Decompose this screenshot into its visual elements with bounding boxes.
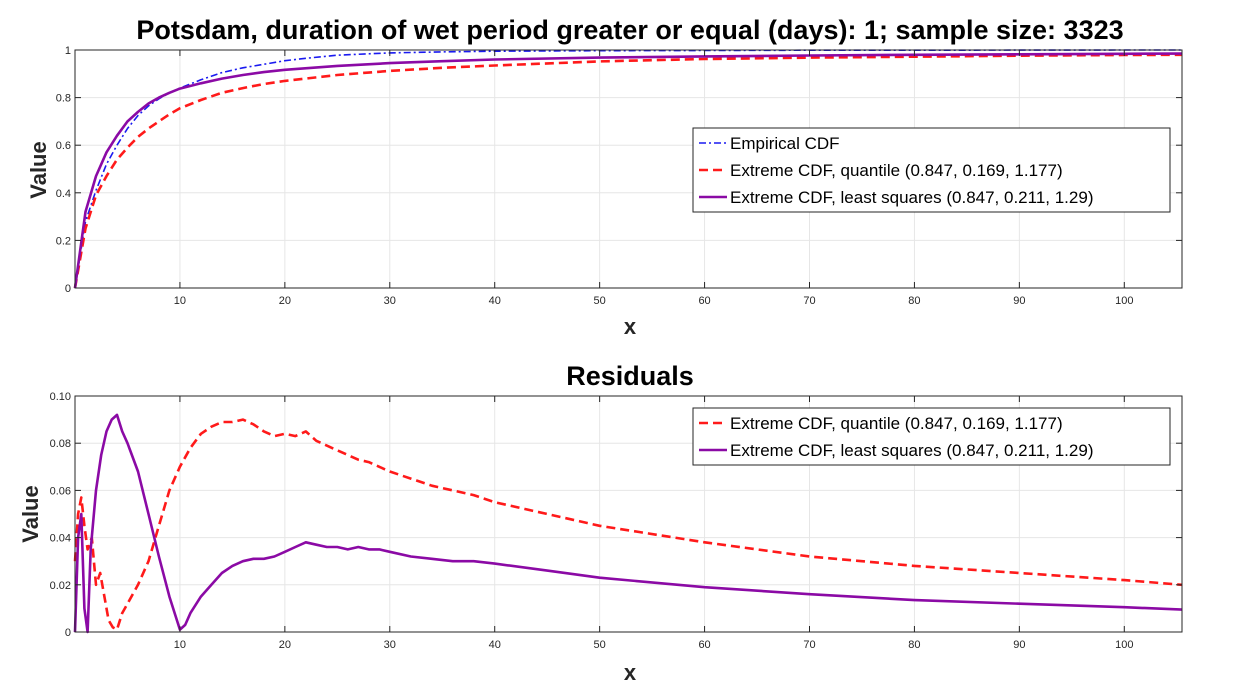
x-tick-label: 30 (384, 295, 396, 307)
y-tick-label: 0 (65, 627, 71, 639)
residuals-title: Residuals (566, 361, 694, 391)
x-tick-label: 100 (1115, 295, 1133, 307)
x-tick-label: 10 (174, 295, 186, 307)
x-tick-label: 20 (279, 639, 291, 651)
series-line-0 (73, 418, 1183, 631)
bottom-chart: 10 20 30 40 50 60 70 80 90 100 0 0.02 0.04 0.06 0.08 0.… (50, 391, 1183, 651)
x-tick-label: 100 (1115, 639, 1133, 651)
x-tick-label: 60 (698, 295, 710, 307)
x-tick-label: 40 (489, 295, 501, 307)
legend-entry: Extreme CDF, quantile (0.847, 0.169, 1.1… (730, 161, 1063, 180)
legend-entry: Extreme CDF, least squares (0.847, 0.211… (730, 188, 1093, 207)
x-tick-label: 80 (908, 295, 920, 307)
series-line-1 (73, 53, 1183, 289)
y-tick-label: 1 (65, 45, 71, 57)
legend-entry: Empirical CDF (730, 134, 840, 153)
bottom-y-axis-label: Value (18, 485, 43, 542)
y-tick-label: 0.6 (56, 140, 71, 152)
x-tick-label: 60 (698, 639, 710, 651)
y-tick-label: 0.2 (56, 235, 71, 247)
top-y-axis-label: Value (26, 141, 51, 198)
y-tick-label: 0.02 (50, 580, 71, 592)
axes-box (74, 49, 1183, 289)
x-tick-label: 80 (908, 639, 920, 651)
y-tick-label: 0.06 (50, 485, 71, 497)
y-tick-label: 0 (65, 283, 71, 295)
x-tick-label: 30 (384, 639, 396, 651)
axes-box (74, 395, 1183, 633)
legend-entry: Extreme CDF, least squares (0.847, 0.211… (730, 441, 1093, 460)
top-x-axis-label: x (624, 314, 637, 339)
x-tick-label: 90 (1013, 295, 1025, 307)
bottom-x-axis-label: x (624, 660, 637, 685)
x-tick-label: 40 (489, 639, 501, 651)
y-tick-label: 0.08 (50, 438, 71, 450)
series-line-2 (73, 52, 1183, 289)
x-tick-label: 20 (279, 295, 291, 307)
x-tick-label: 50 (594, 639, 606, 651)
legend: Empirical CDF Extreme CDF, quantile (0.84… (692, 127, 1171, 213)
y-tick-label: 0.8 (56, 93, 71, 105)
x-tick-label: 70 (803, 295, 815, 307)
y-tick-label: 0.10 (50, 391, 71, 403)
y-tick-label: 0.04 (50, 533, 71, 545)
top-chart: 10 20 30 40 50 60 70 80 90 100 0 0.2 0.4 0.6 0.8 1 Empir… (56, 45, 1183, 307)
figure-title: Potsdam, duration of wet period greater … (136, 15, 1123, 45)
x-tick-label: 90 (1013, 639, 1025, 651)
x-tick-label: 50 (594, 295, 606, 307)
y-tick-label: 0.4 (56, 188, 71, 200)
x-tick-label: 10 (174, 639, 186, 651)
legend-entry: Extreme CDF, quantile (0.847, 0.169, 1.1… (730, 414, 1063, 433)
legend-box (692, 407, 1171, 466)
x-tick-label: 70 (803, 639, 815, 651)
legend-box (692, 127, 1171, 213)
legend: Extreme CDF, quantile (0.847, 0.169, 1.1… (692, 407, 1171, 466)
series-line-1 (73, 413, 1183, 634)
